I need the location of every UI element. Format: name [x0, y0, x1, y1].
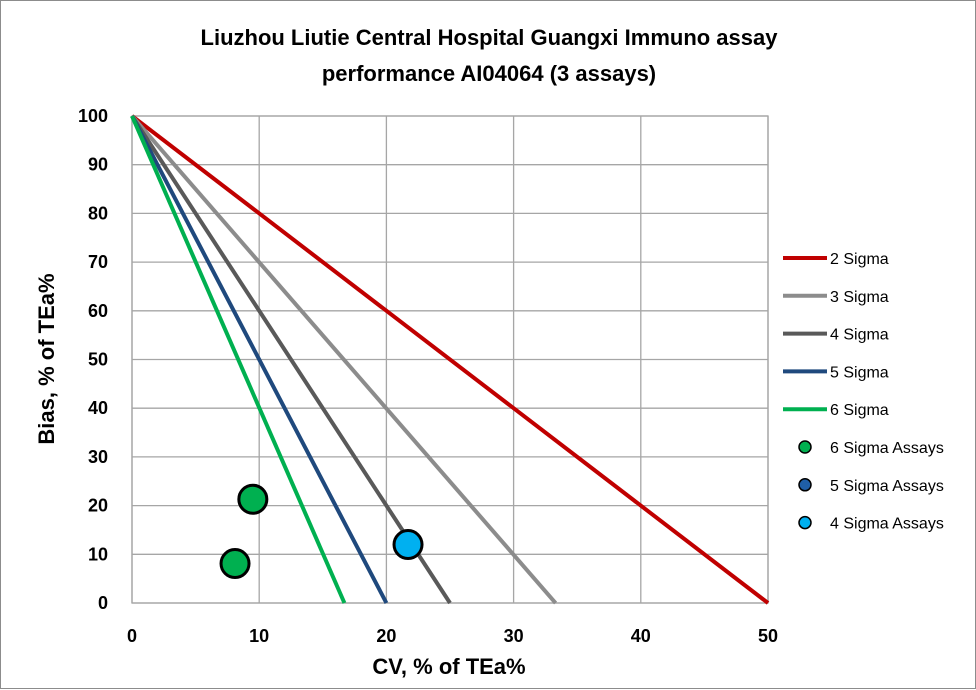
legend-label: 5 Sigma — [830, 364, 889, 381]
legend-label: 6 Sigma Assays — [830, 440, 944, 457]
legend-marker-swatch — [798, 440, 812, 454]
legend-label: 4 Sigma Assays — [830, 516, 944, 533]
legend-marker-swatch — [798, 515, 812, 530]
y-tick-label: 80 — [88, 203, 108, 223]
sigma-line-6 — [130, 115, 347, 604]
x-tick-label: 10 — [249, 626, 269, 646]
sigma-lines — [130, 114, 770, 605]
legend-label: 2 Sigma — [830, 251, 889, 268]
legend-label: 6 Sigma — [830, 402, 889, 419]
y-tick-label: 60 — [88, 301, 108, 321]
assay-point — [219, 548, 251, 580]
sigma-line-3 — [130, 114, 558, 605]
legend: 2 Sigma 3 Sigma 4 Sigma 5 Sigma 6 Sigma 6 Sig… — [783, 251, 944, 533]
legend-label: 5 Sigma Assays — [830, 478, 944, 495]
y-tick-label: 10 — [88, 544, 108, 564]
sigma-line-5 — [130, 115, 389, 604]
x-tick-label: 50 — [758, 626, 778, 646]
chart-title-line-2: performance AI04064 (3 assays) — [322, 61, 656, 86]
sigma-line-2 — [130, 114, 770, 605]
legend-marker-swatch — [798, 478, 812, 492]
y-tick-label: 100 — [78, 106, 108, 126]
y-tick-label: 70 — [88, 252, 108, 272]
chart-title-line-1: Liuzhou Liutie Central Hospital Guangxi … — [201, 25, 779, 50]
x-tick-label: 40 — [631, 626, 651, 646]
x-tick-label: 20 — [376, 626, 396, 646]
y-tick-label: 0 — [98, 593, 108, 613]
y-tick-label: 90 — [88, 155, 108, 175]
y-tick-label: 40 — [88, 398, 108, 418]
y-axis-title: Bias, % of TEa% — [34, 273, 59, 444]
tick-labels: 0 10 20 30 40 50 0 10 20 30 40 50 60 70 80 90 100 — [78, 106, 778, 646]
x-axis-title: CV, % of TEa% — [372, 654, 525, 679]
x-tick-label: 30 — [504, 626, 524, 646]
assay-point — [237, 483, 269, 515]
y-tick-label: 30 — [88, 447, 108, 467]
y-tick-label: 50 — [88, 350, 108, 370]
legend-label: 4 Sigma — [830, 327, 889, 344]
assay-point — [392, 529, 424, 561]
legend-label: 3 Sigma — [830, 289, 889, 306]
sigma-line-4 — [130, 114, 452, 605]
data-points — [219, 483, 424, 580]
x-tick-label: 0 — [127, 626, 137, 646]
y-tick-label: 20 — [88, 496, 108, 516]
